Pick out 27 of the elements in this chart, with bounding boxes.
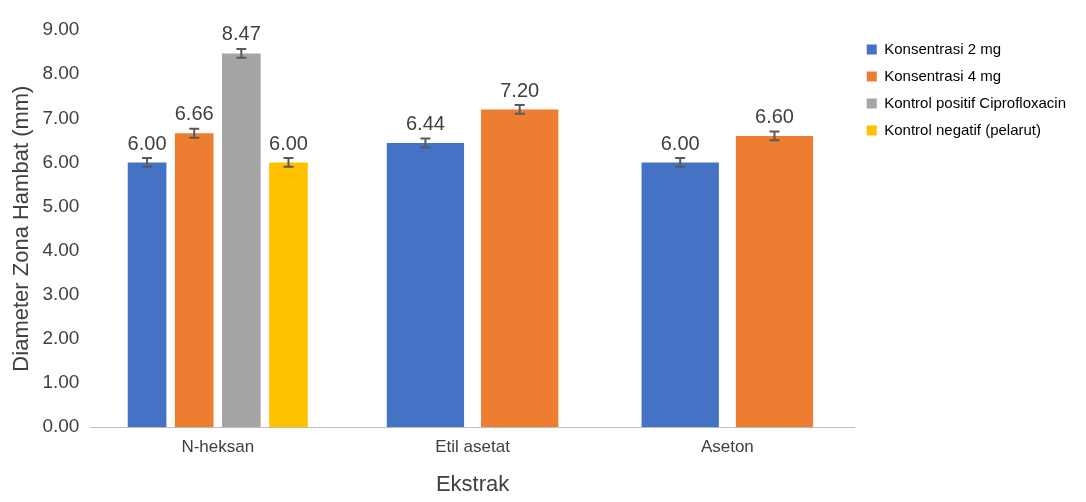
y-tick-label: 8.00 — [42, 62, 80, 84]
x-axis-title: Ekstrak — [435, 470, 511, 496]
y-tick-label: 0.00 — [42, 415, 80, 437]
y-tick-label: 3.00 — [42, 283, 80, 305]
y-tick-label: 1.00 — [42, 371, 80, 393]
legend-label: Konsentrasi 2 mg — [884, 39, 1001, 57]
y-axis-title: Diameter Zona Hambat (mm) — [8, 85, 34, 372]
y-tick-label: 6.00 — [42, 150, 80, 172]
legend-label: Kontrol positif Ciprofloxacin — [884, 93, 1067, 111]
data-label: 7.20 — [500, 78, 540, 101]
x-tick-label: Aseton — [700, 437, 754, 457]
x-tick-label: N-heksan — [181, 437, 255, 457]
data-label: 6.00 — [269, 131, 308, 154]
y-tick-label: 9.00 — [42, 18, 80, 40]
data-label: 6.60 — [755, 105, 794, 128]
data-label: 6.66 — [174, 102, 214, 125]
y-tick-label: 4.00 — [42, 238, 80, 260]
y-tick-label: 2.00 — [42, 327, 80, 349]
legend-label: Kontrol negatif (pelarut) — [884, 120, 1042, 138]
data-label: 6.00 — [127, 131, 167, 154]
x-tick-label: Etil asetat — [435, 437, 511, 457]
data-label: 6.44 — [405, 112, 445, 135]
data-label: 8.47 — [221, 22, 261, 45]
legend-label: Konsentrasi 4 mg — [884, 66, 1001, 84]
y-tick-label: 5.00 — [42, 194, 80, 216]
y-tick-label: 7.00 — [42, 106, 80, 128]
data-label: 6.00 — [660, 131, 700, 154]
